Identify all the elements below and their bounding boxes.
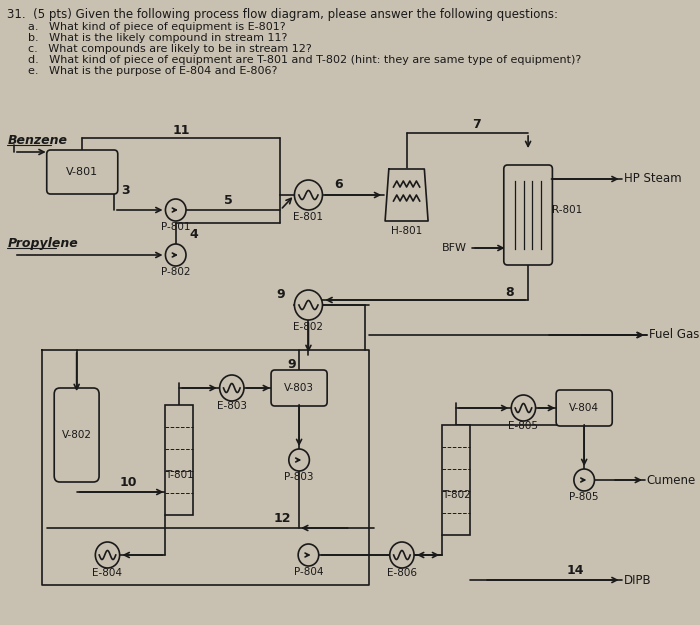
Text: Fuel Gas: Fuel Gas — [649, 329, 699, 341]
Text: 8: 8 — [505, 286, 514, 299]
FancyBboxPatch shape — [47, 150, 118, 194]
Circle shape — [295, 180, 323, 210]
Text: T-802: T-802 — [442, 490, 470, 500]
Circle shape — [220, 375, 244, 401]
Circle shape — [289, 449, 309, 471]
Circle shape — [165, 244, 186, 266]
Text: a.   What kind of piece of equipment is E-801?: a. What kind of piece of equipment is E-… — [28, 22, 286, 32]
Text: 12: 12 — [274, 511, 291, 524]
Bar — [165, 405, 193, 515]
Text: 10: 10 — [119, 476, 136, 489]
Text: DIPB: DIPB — [624, 574, 652, 586]
Circle shape — [574, 469, 594, 491]
Text: 5: 5 — [224, 194, 232, 206]
Circle shape — [511, 395, 536, 421]
Text: V-801: V-801 — [66, 167, 98, 177]
Text: Propylene: Propylene — [8, 236, 78, 249]
Text: V-803: V-803 — [284, 383, 314, 393]
Text: E-804: E-804 — [92, 568, 122, 578]
Text: 11: 11 — [173, 124, 190, 136]
FancyBboxPatch shape — [271, 370, 327, 406]
Text: e.   What is the purpose of E-804 and E-806?: e. What is the purpose of E-804 and E-80… — [28, 66, 277, 76]
Text: H-801: H-801 — [391, 226, 422, 236]
FancyBboxPatch shape — [504, 165, 552, 265]
FancyBboxPatch shape — [54, 388, 99, 482]
Text: E-806: E-806 — [387, 568, 417, 578]
Text: 7: 7 — [473, 119, 481, 131]
Text: P-804: P-804 — [294, 567, 323, 577]
Circle shape — [295, 290, 323, 320]
Circle shape — [298, 544, 318, 566]
Text: P-801: P-801 — [161, 222, 190, 232]
Text: Cumene: Cumene — [647, 474, 696, 486]
Text: 4: 4 — [190, 229, 199, 241]
Text: d.   What kind of piece of equipment are T-801 and T-802 (hint: they are same ty: d. What kind of piece of equipment are T… — [28, 55, 581, 65]
Text: 9: 9 — [287, 359, 296, 371]
Text: P-803: P-803 — [284, 472, 314, 482]
Text: P-805: P-805 — [569, 492, 599, 502]
Text: c.   What compounds are likely to be in stream 12?: c. What compounds are likely to be in st… — [28, 44, 312, 54]
Text: E-803: E-803 — [217, 401, 247, 411]
Circle shape — [165, 199, 186, 221]
Circle shape — [390, 542, 414, 568]
Text: E-801: E-801 — [293, 212, 323, 222]
Text: 6: 6 — [334, 179, 343, 191]
Text: 14: 14 — [566, 564, 584, 576]
Text: R-801: R-801 — [552, 205, 582, 215]
Text: 31.  (5 pts) Given the following process flow diagram, please answer the followi: 31. (5 pts) Given the following process … — [8, 8, 559, 21]
Text: HP Steam: HP Steam — [624, 173, 682, 186]
Text: T-801: T-801 — [165, 470, 194, 480]
Polygon shape — [385, 169, 428, 221]
FancyBboxPatch shape — [556, 390, 612, 426]
Bar — [442, 425, 470, 535]
Text: P-802: P-802 — [161, 267, 190, 277]
Text: Benzene: Benzene — [8, 134, 67, 146]
Circle shape — [95, 542, 120, 568]
Text: BFW: BFW — [442, 243, 468, 253]
Text: 3: 3 — [122, 184, 130, 198]
Text: V-802: V-802 — [62, 430, 92, 440]
Text: E-805: E-805 — [508, 421, 538, 431]
Text: 9: 9 — [276, 289, 285, 301]
Text: E-802: E-802 — [293, 322, 323, 332]
Text: V-804: V-804 — [569, 403, 599, 413]
Text: b.   What is the likely compound in stream 11?: b. What is the likely compound in stream… — [28, 33, 288, 43]
